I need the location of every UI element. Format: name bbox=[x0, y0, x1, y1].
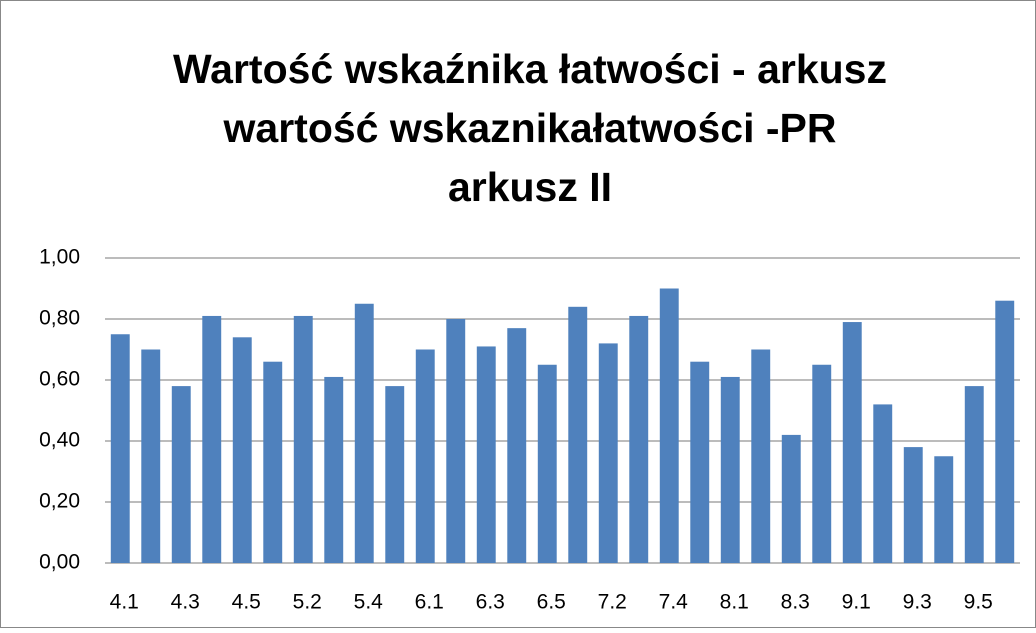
y-tick-label: 1,00 bbox=[39, 246, 80, 269]
bar bbox=[934, 456, 954, 563]
bar bbox=[903, 447, 923, 563]
x-tick-label: 4.5 bbox=[232, 591, 261, 614]
bar bbox=[202, 315, 222, 563]
bar bbox=[537, 364, 557, 563]
bar bbox=[720, 376, 740, 563]
bar bbox=[293, 315, 313, 563]
bar bbox=[415, 349, 435, 563]
bar bbox=[110, 334, 130, 563]
bar bbox=[171, 386, 191, 563]
bar bbox=[659, 288, 679, 563]
bar bbox=[263, 361, 283, 563]
y-tick-label: 0,80 bbox=[39, 307, 80, 330]
bar bbox=[598, 343, 618, 563]
y-tick-label: 0,60 bbox=[39, 368, 80, 391]
x-tick-label: 7.2 bbox=[598, 591, 627, 614]
bar bbox=[842, 322, 862, 563]
x-tick-label: 4.1 bbox=[110, 591, 139, 614]
x-tick-label: 6.1 bbox=[415, 591, 444, 614]
y-tick-label: 0,00 bbox=[39, 551, 80, 574]
bar bbox=[781, 434, 801, 563]
y-tick-label: 0,20 bbox=[39, 490, 80, 513]
chart-title: wartość wskaznikałatwości -PR bbox=[223, 105, 837, 151]
x-tick-label: 8.1 bbox=[720, 591, 749, 614]
bar bbox=[964, 386, 984, 563]
x-tick-label: 9.5 bbox=[964, 591, 993, 614]
bar bbox=[446, 319, 466, 563]
x-tick-label: 5.2 bbox=[293, 591, 322, 614]
x-tick-label: 9.1 bbox=[842, 591, 871, 614]
chart-title: Wartość wskaźnika łatwości - arkusz bbox=[173, 46, 887, 92]
bar bbox=[812, 364, 832, 563]
y-tick-label: 0,40 bbox=[39, 429, 80, 452]
bar bbox=[629, 315, 649, 563]
x-tick-label: 4.3 bbox=[171, 591, 200, 614]
bar bbox=[690, 361, 710, 563]
x-tick-label: 6.5 bbox=[537, 591, 566, 614]
bar bbox=[324, 376, 344, 563]
x-tick-label: 9.3 bbox=[903, 591, 932, 614]
bar bbox=[141, 349, 161, 563]
bar bbox=[232, 337, 252, 563]
x-tick-label: 8.3 bbox=[781, 591, 810, 614]
chart-title: arkusz II bbox=[448, 164, 612, 210]
bar bbox=[751, 349, 771, 563]
x-tick-label: 7.4 bbox=[659, 591, 689, 614]
bar bbox=[995, 300, 1015, 563]
bar bbox=[354, 303, 374, 563]
x-tick-label: 5.4 bbox=[354, 591, 384, 614]
bar bbox=[476, 346, 496, 563]
bar bbox=[507, 328, 527, 563]
bar bbox=[385, 386, 405, 563]
bar bbox=[873, 404, 893, 563]
x-tick-label: 6.3 bbox=[476, 591, 505, 614]
bar bbox=[568, 306, 588, 563]
